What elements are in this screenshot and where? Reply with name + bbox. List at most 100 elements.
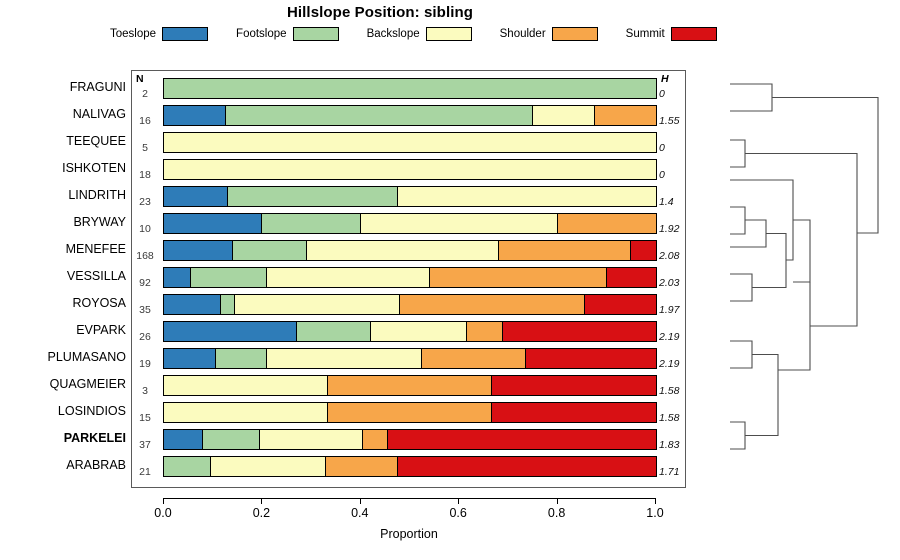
bar-segment-backslope [164,403,328,422]
stacked-bar [163,267,657,288]
row-label-ishkoten: ISHKOTEN [62,161,126,175]
bar-segment-toeslope [164,241,233,260]
row-h-value: 1.58 [659,385,680,397]
stacked-bar [163,402,657,423]
stacked-bar [163,375,657,396]
stacked-bar [163,213,657,234]
row-h-value: 2.19 [659,358,680,370]
x-tick-label: 0.2 [252,506,271,520]
bar-segment-backslope [370,322,467,341]
x-tick-label: 0.6 [449,506,467,520]
bar-segment-backslope [210,457,327,476]
bar-segment-shoulder [327,376,493,395]
row-n-value: 21 [139,466,151,478]
x-tick [655,498,656,504]
legend-swatch [425,27,472,41]
row-h-value: 0 [659,169,665,181]
bar-segment-backslope [360,214,558,233]
bar-segment-backslope [267,349,423,368]
bar-segment-footslope [225,106,533,125]
legend-item-backslope: Backslope [367,27,472,41]
row-h-value: 2.03 [659,277,680,289]
page-title: Hillslope Position: sibling [286,4,474,21]
row-h-value: 1.71 [659,466,680,478]
stacked-bar [163,105,657,126]
row-label-teequee: TEEQUEE [66,134,126,148]
x-axis-title: Proportion [380,527,438,541]
bar-segment-shoulder [326,457,398,476]
legend-label: Toeslope [110,28,157,40]
row-n-value: 15 [139,412,151,424]
x-tick [458,498,460,504]
bar-segment-backslope [235,295,401,314]
legend-label: Backslope [366,28,420,40]
row-n-value: 18 [139,169,151,181]
row-label-plumasano: PLUMASANO [47,350,127,364]
row-label-royosa: ROYOSA [72,296,127,310]
x-axis-line [163,498,655,499]
bar-segment-summit [584,295,656,314]
row-n-value: 19 [139,358,151,370]
row-n-value: 2 [142,88,148,100]
bar-segment-toeslope [164,430,204,449]
bar-segment-shoulder [327,403,493,422]
row-h-value: 1.4 [659,196,674,208]
bar-segment-summit [492,376,656,395]
stacked-bar [163,132,657,153]
row-n-value: 26 [139,331,151,343]
x-tick [261,498,263,504]
row-n-value: 35 [139,304,151,316]
bar-segment-shoulder [400,295,585,314]
legend-swatch [162,27,209,41]
row-label-lindrith: LINDRITH [68,188,126,202]
stacked-bar [163,456,657,477]
legend-swatch [292,27,339,41]
bar-segment-toeslope [164,187,228,206]
row-n-value: 168 [136,250,154,262]
bar-segment-toeslope [164,349,216,368]
bar-segment-summit [492,403,656,422]
bar-segment-toeslope [164,214,263,233]
stacked-bar [163,321,657,342]
legend-item-summit: Summit [626,27,717,41]
stacked-bar [163,348,657,369]
n-column-header: N [136,73,144,85]
row-label-menefee: MENEFEE [65,242,126,256]
row-h-value: 1.55 [659,115,680,127]
legend-item-shoulder: Shoulder [500,27,598,41]
row-n-value: 37 [139,439,151,451]
stacked-bar [163,240,657,261]
x-tick [359,498,361,504]
bar-segment-footslope [164,457,211,476]
dendrogram [690,70,900,488]
row-h-value: 2.08 [659,250,680,262]
bar-segment-summit [606,268,656,287]
legend-item-toeslope: Toeslope [110,27,209,41]
row-label-arabrab: ARABRAB [66,458,126,472]
row-h-value: 1.92 [659,223,680,235]
bar-segment-toeslope [164,295,221,314]
row-n-value: 92 [139,277,151,289]
bar-segment-shoulder [422,349,526,368]
bar-segment-backslope [259,430,364,449]
stacked-bar [163,429,657,450]
bar-segment-summit [525,349,656,368]
bar-segment-shoulder [429,268,607,287]
row-n-value: 23 [139,196,151,208]
row-n-value: 16 [139,115,151,127]
bar-segment-shoulder [363,430,388,449]
row-label-vessilla: VESSILLA [66,269,126,283]
row-h-value: 2.19 [659,331,680,343]
h-column-header: H [661,73,669,85]
row-h-value: 0 [659,88,665,100]
row-h-value: 1.58 [659,412,680,424]
bar-segment-shoulder [594,106,656,125]
x-tick [556,498,558,504]
row-label-quagmeier: QUAGMEIER [49,377,126,391]
bar-segment-summit [397,457,656,476]
bar-segment-shoulder [498,241,632,260]
bar-segment-summit [387,430,656,449]
row-h-value: 1.83 [659,439,680,451]
row-n-value: 3 [142,385,148,397]
bar-segment-footslope [220,295,236,314]
